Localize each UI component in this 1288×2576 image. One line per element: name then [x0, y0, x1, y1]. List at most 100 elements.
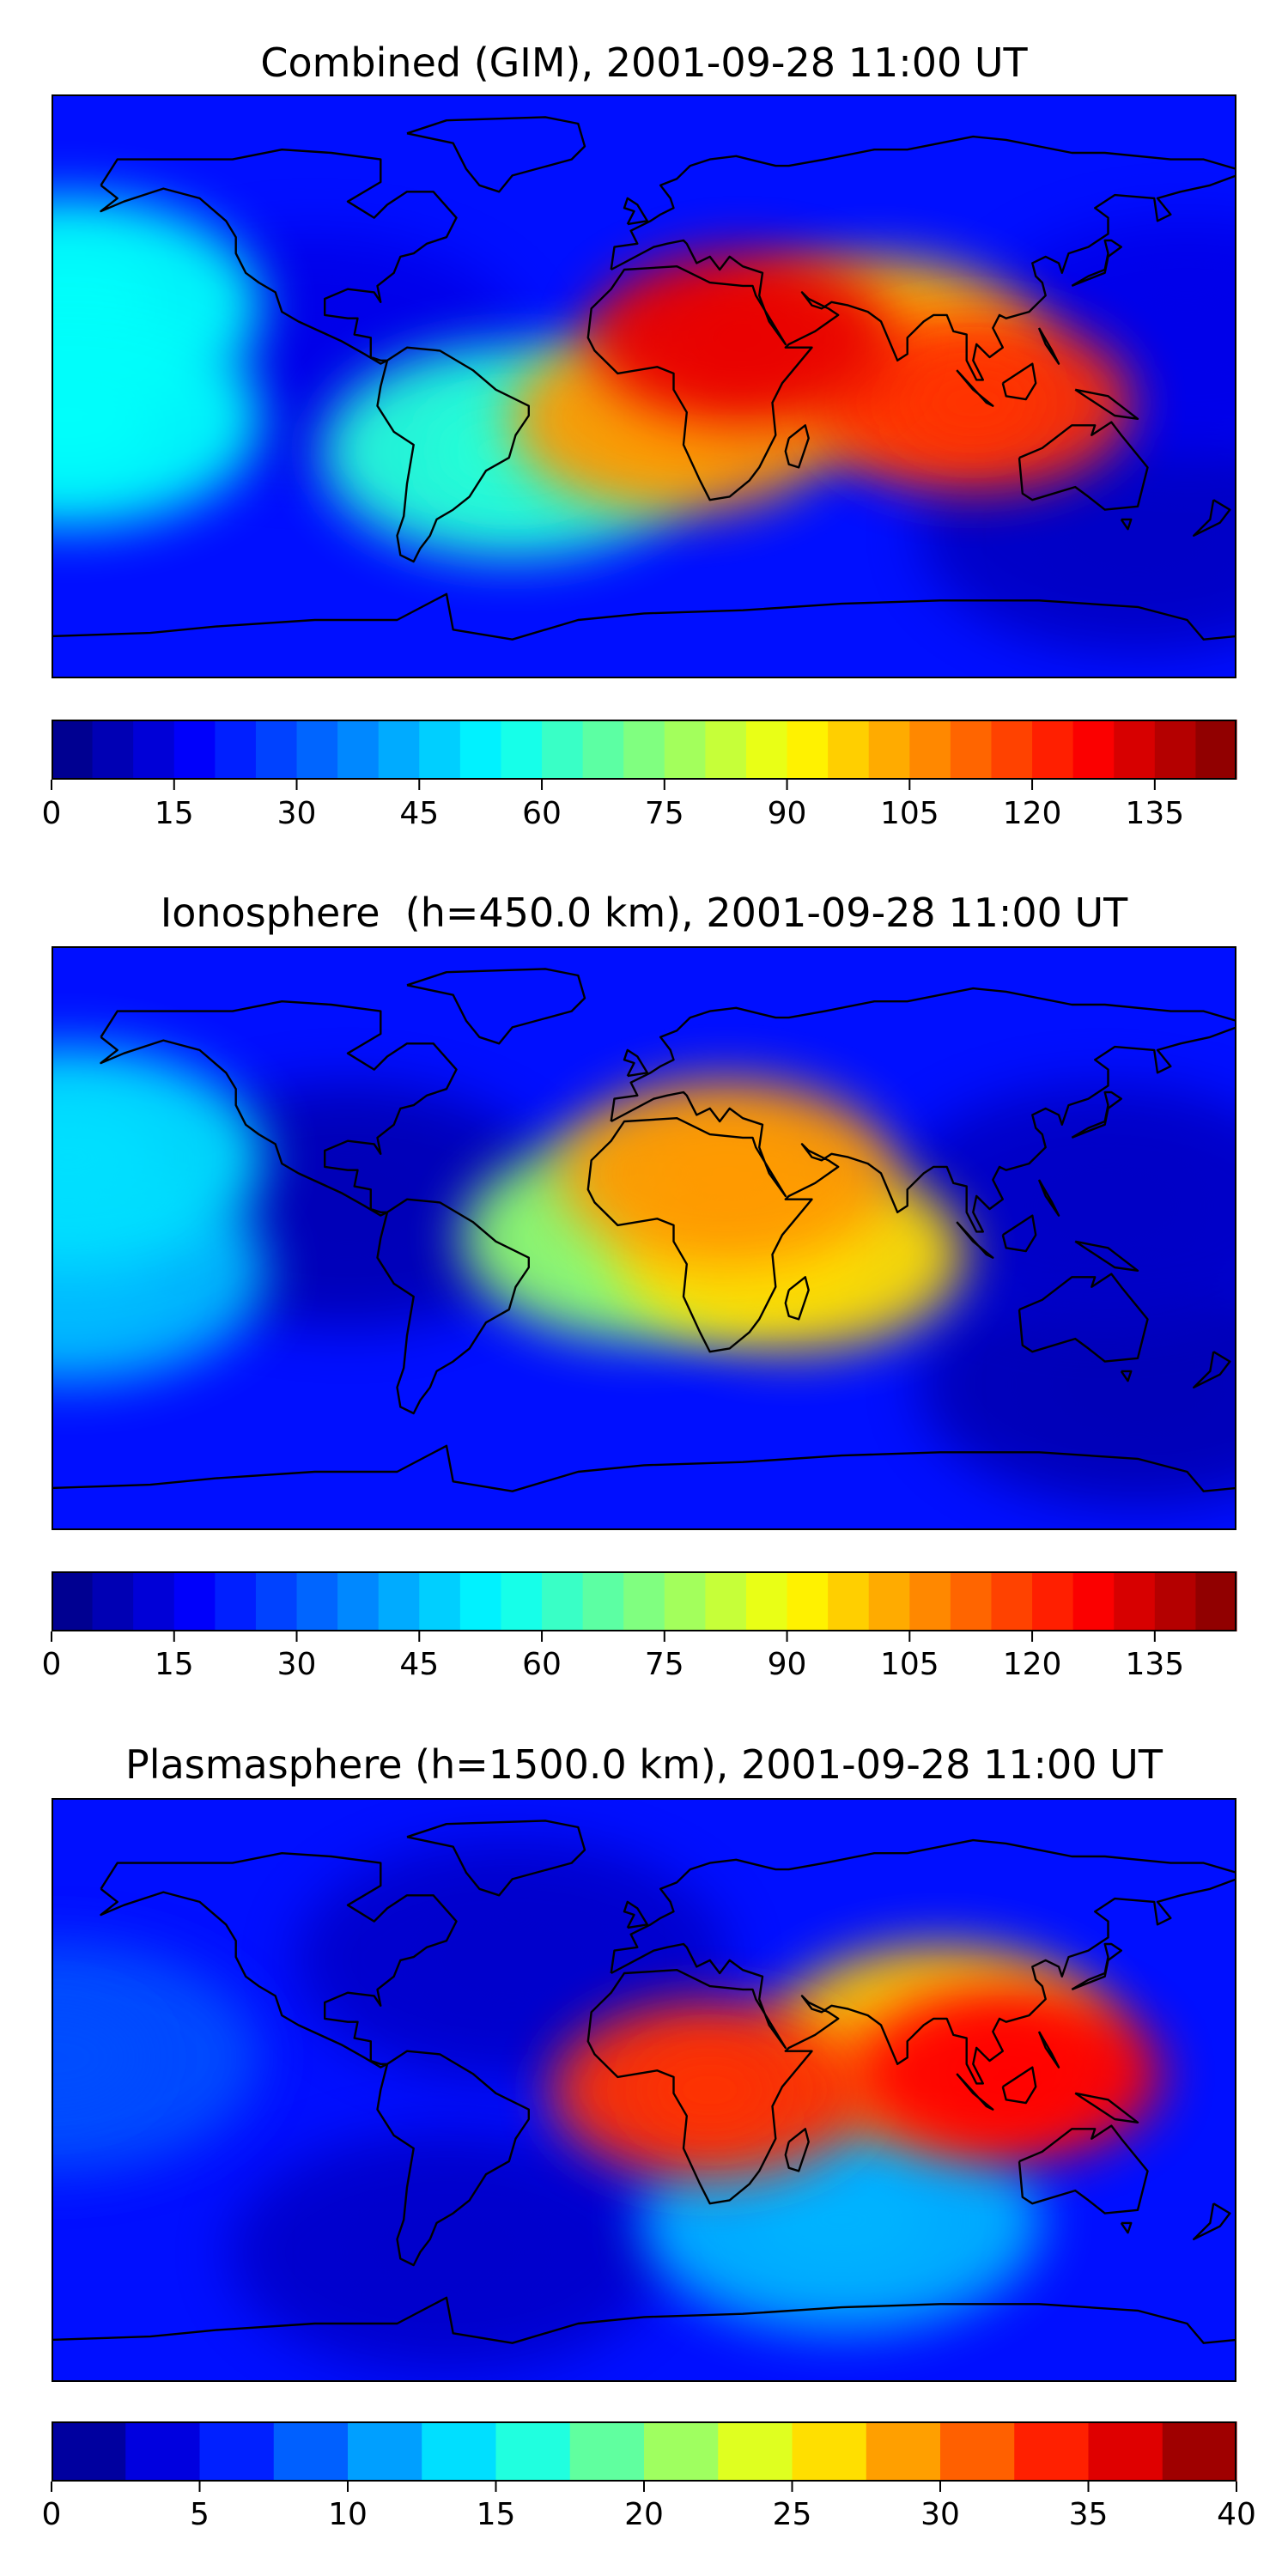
- colorbar-segment: [950, 1571, 993, 1631]
- colorbar-segment: [705, 1571, 747, 1631]
- coastline: [586, 135, 1236, 501]
- colorbar-segment: [569, 2421, 645, 2482]
- coastline: [1001, 362, 1037, 401]
- colorbar-ionosphere: [51, 1571, 1237, 1642]
- colorbar-segment: [644, 2421, 719, 2482]
- colorbar-segment: [787, 1571, 829, 1631]
- colorbar-segment: [52, 2421, 126, 2482]
- colorbar-segment: [991, 1571, 1033, 1631]
- colorbar-segment: [378, 1571, 420, 1631]
- colorbar-tick-label: 45: [399, 1647, 440, 1682]
- colorbar-segment: [52, 1571, 94, 1631]
- colorbar-segment: [255, 1571, 298, 1631]
- coastline: [1071, 1091, 1122, 1139]
- chart-title-combined: Combined (GIM), 2001-09-28 11:00 UT: [260, 39, 1028, 86]
- colorbar-tick-label: 30: [276, 796, 317, 831]
- colorbar-tick-label: 0: [41, 1647, 62, 1682]
- colorbar-segment: [1195, 1571, 1237, 1631]
- coastline: [1071, 1942, 1122, 1991]
- colorbar-tick-label: 90: [767, 1647, 807, 1682]
- colorbar-segment: [1114, 720, 1156, 780]
- colorbar-segment: [828, 720, 870, 780]
- colorbar-tick-label: 5: [190, 2497, 210, 2532]
- colorbar-segment: [459, 1571, 502, 1631]
- colorbar-tick-label: 0: [41, 796, 62, 831]
- colorbar-tick-label: 135: [1125, 796, 1185, 831]
- heatmap-feature-core: [52, 2005, 145, 2110]
- colorbar-tick-label: 75: [644, 1647, 684, 1682]
- colorbar-tick-label: 60: [522, 796, 562, 831]
- heatmap-feature-core: [1006, 1151, 1203, 1261]
- colorbar-segment: [950, 720, 993, 780]
- coastline: [376, 1198, 530, 1415]
- colorbar-tick-label: 15: [154, 796, 194, 831]
- colorbar-segment: [664, 1571, 706, 1631]
- heatmap-feature-core: [651, 1131, 802, 1216]
- colorbar-segment: [940, 2421, 1015, 2482]
- map-frame: [52, 94, 1236, 678]
- chart-title-plasmasphere: Plasmasphere (h=1500.0 km), 2001-09-28 1…: [125, 1741, 1163, 1788]
- heatmap-feature: [52, 1941, 259, 2174]
- heatmap-feature-core: [217, 300, 412, 409]
- colorbar-tick-label: 135: [1125, 1647, 1185, 1682]
- colorbar-segment: [1088, 2421, 1163, 2482]
- colorbar-segment: [1072, 1571, 1115, 1631]
- coastline: [1018, 2124, 1149, 2215]
- coastline: [1074, 388, 1139, 420]
- colorbar-segment: [133, 720, 175, 780]
- colorbar-segment: [199, 2421, 275, 2482]
- coastline: [100, 1000, 458, 1217]
- coastline: [784, 2128, 810, 2172]
- heatmap-feature-core: [1090, 283, 1236, 392]
- colorbar-segment: [133, 1571, 175, 1631]
- colorbar-ticks-plasmasphere: 0 5 10 15 20 25 30 35 40: [42, 2497, 1256, 2534]
- colorbar-segment: [501, 1571, 543, 1631]
- map-frame: [52, 1798, 1236, 2382]
- colorbar-segment: [337, 1571, 380, 1631]
- coastline: [1193, 2202, 1231, 2240]
- colorbar-segment: [459, 720, 502, 780]
- coastline: [1120, 518, 1133, 531]
- heatmap-feature-core: [414, 1905, 611, 2015]
- colorbar-segment: [582, 720, 624, 780]
- coastline: [784, 1276, 810, 1321]
- coastline: [406, 968, 586, 1045]
- heatmap-plasmasphere: [52, 1798, 1236, 2382]
- colorbar-segment: [419, 1571, 461, 1631]
- chart-title-ionosphere: Ionosphere (h=450.0 km), 2001-09-28 11:0…: [160, 890, 1128, 936]
- colorbar-plasmasphere: [51, 2421, 1237, 2492]
- colorbar-segment: [582, 1571, 624, 1631]
- heatmap-feature: [52, 1047, 265, 1267]
- colorbar-segment: [296, 720, 338, 780]
- colorbar-segment: [542, 1571, 584, 1631]
- colorbar-segment: [1154, 1571, 1197, 1631]
- colorbar-segment: [705, 720, 747, 780]
- colorbar-segment: [868, 1571, 910, 1631]
- heatmap-feature: [52, 310, 262, 527]
- colorbar-tick-label: 120: [1002, 796, 1062, 831]
- colorbar-segment: [1014, 2421, 1090, 2482]
- colorbar-segment: [52, 720, 94, 780]
- heatmap-feature-core: [936, 2034, 1077, 2113]
- colorbar-tick-label: 20: [624, 2497, 664, 2532]
- coastline: [406, 116, 586, 193]
- colorbar-segment: [623, 720, 665, 780]
- colorbar-segment: [718, 2421, 793, 2482]
- colorbar-tick-label: 40: [1217, 2497, 1256, 2532]
- colorbar-ticks-combined: 0 15 30 45 60 75 90 105 120 135: [42, 796, 1236, 833]
- colorbar-segment: [909, 1571, 951, 1631]
- coastline: [376, 2050, 530, 2267]
- heatmap-feature-core: [52, 370, 155, 468]
- heatmap-feature-core: [751, 2169, 932, 2270]
- coastline: [376, 346, 530, 563]
- colorbar-segment: [173, 720, 216, 780]
- colorbar-segment: [348, 2421, 422, 2482]
- colorbar-segment: [92, 1571, 134, 1631]
- coastline: [1071, 239, 1122, 288]
- colorbar-ticks-ionosphere: 0 15 30 45 60 75 90 105 120 135: [42, 1647, 1236, 1684]
- colorbar-segment: [542, 720, 584, 780]
- colorbar-segment: [664, 720, 706, 780]
- map-frame: [52, 946, 1236, 1530]
- heatmap-feature-core: [1039, 1328, 1236, 1440]
- coastline: [1001, 2066, 1037, 2105]
